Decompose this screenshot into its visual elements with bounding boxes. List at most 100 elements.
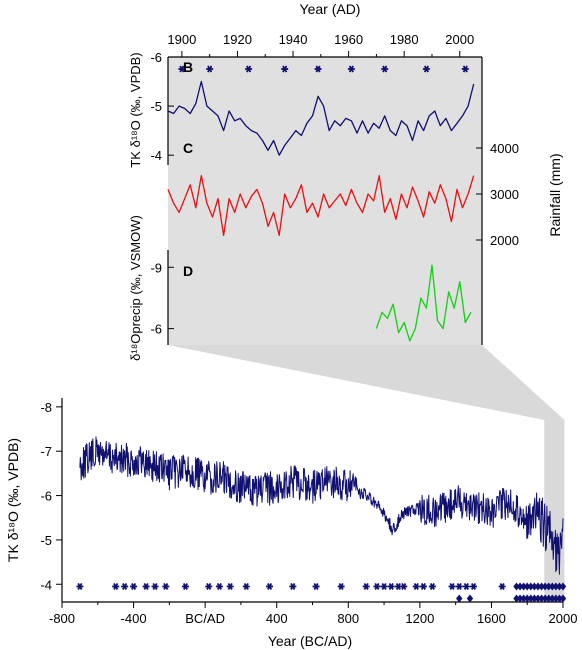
bottom-marker-star-stroke bbox=[374, 582, 380, 590]
bottom-marker-star bbox=[162, 582, 170, 590]
top-x-axis: 1900 1920 1940 1960 1980 2000 bbox=[167, 32, 482, 58]
bottom-marker-diamond bbox=[559, 594, 567, 603]
bottom-marker-star bbox=[448, 582, 456, 590]
bottom-marker-star-stroke bbox=[77, 582, 83, 590]
subplot-c-y-tick-label: 4000 bbox=[490, 141, 519, 156]
bottom-x-tick-label: -400 bbox=[121, 611, 147, 626]
bottom-marker-diamond bbox=[556, 582, 563, 591]
subplot-b-marker-stroke bbox=[315, 65, 321, 73]
subplot-d-letter: D bbox=[183, 263, 193, 279]
subplot-d-y-tick-label: -9 bbox=[150, 260, 162, 275]
bottom-marker-star bbox=[400, 582, 408, 590]
bottom-marker-star-stroke bbox=[206, 582, 212, 590]
bottom-marker-star bbox=[312, 582, 320, 590]
subplot-c-y-tick-label: 2000 bbox=[490, 233, 519, 248]
subplot-c-series-line bbox=[167, 174, 475, 237]
bottom-marker-star-stroke bbox=[267, 582, 273, 590]
bottom-series bbox=[79, 436, 564, 575]
top-panel-background bbox=[168, 57, 482, 345]
bottom-marker-diamond bbox=[556, 594, 563, 603]
bottom-marker-diamond bbox=[549, 582, 556, 591]
bottom-marker-star bbox=[337, 582, 345, 590]
bottom-marker-star-stroke bbox=[143, 582, 149, 590]
subplot-c: 2000 3000 4000 C Rainfall (mm) bbox=[167, 57, 563, 345]
bottom-marker-diamond bbox=[456, 594, 463, 603]
bottom-y-axis-title: TK δ¹⁸O (‰, VPDB) bbox=[5, 438, 21, 562]
bottom-marker-star bbox=[362, 582, 370, 590]
bottom-marker-diamond bbox=[552, 582, 560, 591]
bottom-x-tick-label: 1600 bbox=[477, 611, 506, 626]
bottom-marker-diamond bbox=[527, 582, 534, 591]
bottom-marker-star-stroke bbox=[152, 582, 158, 590]
bottom-marker-star-stroke bbox=[401, 582, 407, 590]
bottom-marker-star bbox=[205, 582, 213, 590]
bottom-marker-star bbox=[76, 582, 84, 590]
bottom-marker-star bbox=[498, 582, 506, 590]
bottom-marker-diamond bbox=[531, 594, 538, 603]
bottom-marker-diamond bbox=[545, 594, 552, 603]
subplot-b-marker bbox=[381, 65, 389, 73]
bottom-marker-star bbox=[181, 582, 189, 590]
subplot-b-marker-stroke bbox=[246, 65, 252, 73]
bottom-marker-diamond bbox=[516, 594, 524, 603]
bottom-marker-star bbox=[387, 582, 395, 590]
bottom-marker-star bbox=[215, 582, 223, 590]
bottom-marker-star bbox=[462, 582, 470, 590]
bottom-marker-star bbox=[428, 582, 436, 590]
bottom-marker-star-stroke bbox=[363, 582, 369, 590]
bottom-marker-star-stroke bbox=[131, 582, 137, 590]
bottom-marker-star bbox=[130, 582, 138, 590]
bottom-marker-diamond bbox=[520, 594, 527, 603]
bottom-y-tick-label: -4 bbox=[40, 577, 52, 592]
bottom-marker-star bbox=[226, 582, 234, 590]
bottom-marker-star-stroke bbox=[388, 582, 394, 590]
subplot-b-marker bbox=[314, 65, 322, 73]
bottom-marker-diamond bbox=[524, 582, 531, 591]
subplot-d-series-line bbox=[375, 264, 472, 342]
bottom-marker-star bbox=[266, 582, 274, 590]
bottom-y-tick-label: -5 bbox=[40, 533, 52, 548]
subplot-b-marker bbox=[461, 65, 469, 73]
bottom-marker-star bbox=[289, 582, 297, 590]
subplot-b-marker-stroke bbox=[462, 65, 468, 73]
bottom-marker-star-stroke bbox=[463, 582, 469, 590]
subplot-c-letter: C bbox=[183, 140, 193, 156]
top-x-tick-label: 1920 bbox=[223, 32, 252, 47]
bottom-marker-diamond bbox=[538, 582, 545, 591]
bottom-marker-star bbox=[373, 582, 381, 590]
subplot-b-marker-stroke bbox=[423, 65, 429, 73]
subplot-b-marker-stroke bbox=[179, 65, 185, 73]
bottom-marker-diamond bbox=[538, 594, 545, 603]
bottom-marker-star-stroke bbox=[429, 582, 435, 590]
bottom-x-tick-label: -800 bbox=[49, 611, 75, 626]
bottom-x-axis-title: Year (BC/AD) bbox=[268, 633, 352, 649]
bottom-markers bbox=[76, 582, 567, 603]
top-x-axis-title: Year (AD) bbox=[300, 1, 361, 17]
bottom-marker-star-stroke bbox=[290, 582, 296, 590]
top-x-tick-label: 1940 bbox=[279, 32, 308, 47]
bottom-marker-star bbox=[412, 582, 420, 590]
subplot-b-y-axis-title: TK δ¹⁸O (‰, VPDB) bbox=[128, 52, 143, 167]
bottom-marker-diamond bbox=[513, 582, 520, 591]
top-x-tick-label: 1900 bbox=[167, 32, 196, 47]
bottom-marker-star bbox=[121, 582, 129, 590]
bottom-marker-diamond bbox=[466, 594, 474, 603]
bottom-marker-star-stroke bbox=[243, 582, 249, 590]
bottom-marker-star-stroke bbox=[216, 582, 222, 590]
bottom-x-tick-label: 1200 bbox=[405, 611, 434, 626]
subplot-b-marker-stroke bbox=[207, 65, 213, 73]
bottom-marker-diamond bbox=[541, 594, 549, 603]
bottom-marker-star bbox=[419, 582, 427, 590]
bottom-y-tick-label: -7 bbox=[40, 444, 52, 459]
bottom-marker-diamond bbox=[534, 594, 542, 603]
bottom-marker-star-stroke bbox=[456, 582, 462, 590]
bottom-marker-diamond bbox=[541, 582, 549, 591]
bottom-marker-diamond bbox=[545, 582, 552, 591]
bottom-marker-diamond bbox=[516, 582, 524, 591]
subplot-b-series-line bbox=[167, 80, 475, 156]
bottom-x-tick-label: 800 bbox=[337, 611, 359, 626]
bottom-marker-star bbox=[380, 582, 388, 590]
bottom-marker-star-stroke bbox=[499, 582, 505, 590]
